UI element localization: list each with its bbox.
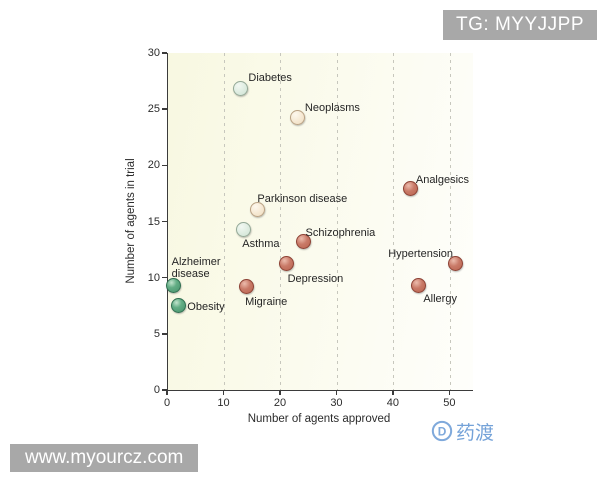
- site-watermark-badge: www.myourcz.com: [10, 444, 199, 472]
- x-tick-label-40: 40: [386, 397, 400, 409]
- gridline-x-50: [449, 53, 451, 390]
- y-tick-label-30: 30: [147, 47, 160, 59]
- gridline-x-40: [393, 53, 395, 390]
- data-point-diabetes: [233, 80, 249, 96]
- data-point-label-hypertension: Hypertension: [388, 248, 454, 261]
- x-tick-label-50: 50: [443, 397, 456, 409]
- data-point-label-asthma: Asthma: [242, 238, 280, 251]
- x-tick-mark-10: [222, 391, 225, 395]
- gridline-x-30: [336, 53, 338, 390]
- data-point-label-analgesics: Analgesics: [415, 173, 470, 186]
- data-point-obesity: [171, 297, 187, 313]
- y-tick-label-0: 0: [153, 384, 160, 396]
- data-point-label-neoplasms: Neoplasms: [304, 102, 360, 115]
- svg-text:D: D: [438, 424, 447, 438]
- data-point-neoplasms: [289, 110, 305, 126]
- y-tick-label-15: 15: [147, 215, 160, 228]
- data-point-label-allergy: Allergy: [423, 292, 457, 305]
- tg-watermark-badge: TG: MYYJJPP: [443, 10, 597, 40]
- data-point-allergy: [411, 277, 427, 293]
- data-point-alzheimer-disease: [165, 277, 181, 293]
- x-tick-label-0: 0: [163, 397, 171, 409]
- y-tick-label-25: 25: [147, 103, 160, 116]
- x-tick-mark-30: [335, 391, 338, 395]
- data-point-asthma: [236, 222, 252, 238]
- y-tick-mark-30: [162, 52, 167, 54]
- x-tick-mark-20: [279, 391, 281, 395]
- y-tick-label-20: 20: [147, 159, 160, 172]
- data-point-parkinson-disease: [250, 202, 266, 218]
- y-tick-mark-5: [162, 333, 167, 335]
- data-point-label-schizophrenia: Schizophrenia: [305, 226, 376, 239]
- y-axis-title: Number of agents in trial: [125, 158, 137, 284]
- data-point-label-depression: Depression: [287, 273, 344, 286]
- plot-area: Diabetes Neoplasms Parkinson disease Asthma…: [165, 53, 473, 391]
- yaodu-logo-d-icon: D: [431, 420, 453, 447]
- y-tick-mark-25: [162, 108, 167, 110]
- yaodu-logo-text: 药渡: [456, 422, 495, 444]
- data-point-schizophrenia: [295, 233, 311, 249]
- x-tick-mark-0: [166, 391, 168, 395]
- y-tick-mark-10: [162, 276, 167, 279]
- yaodu-logo: D 药渡: [431, 420, 494, 447]
- y-tick-mark-20: [162, 164, 167, 167]
- y-tick-mark-15: [162, 220, 167, 223]
- x-tick-label-30: 30: [330, 397, 343, 409]
- x-axis-title: Number of agents approved: [247, 413, 391, 425]
- x-tick-label-10: 10: [217, 397, 230, 409]
- x-tick-label-20: 20: [273, 397, 287, 409]
- data-point-label-alzheimer-disease: Alzheimer disease: [171, 255, 221, 280]
- gridline-x-10: [223, 53, 225, 390]
- y-tick-mark-0: [162, 389, 167, 391]
- data-point-label-migraine: Migraine: [245, 295, 288, 308]
- data-point-migraine: [239, 278, 255, 294]
- gridline-x-20: [280, 53, 282, 390]
- y-tick-label-10: 10: [147, 271, 160, 284]
- data-point-hypertension: [448, 256, 464, 272]
- data-point-label-parkinson-disease: Parkinson disease: [257, 193, 348, 206]
- x-tick-mark-50: [448, 391, 451, 395]
- x-tick-mark-40: [392, 391, 394, 395]
- y-tick-label-5: 5: [153, 327, 160, 340]
- data-point-label-diabetes: Diabetes: [248, 71, 292, 84]
- data-point-label-obesity: Obesity: [187, 300, 225, 313]
- data-point-analgesics: [402, 180, 418, 196]
- data-point-depression: [278, 256, 294, 272]
